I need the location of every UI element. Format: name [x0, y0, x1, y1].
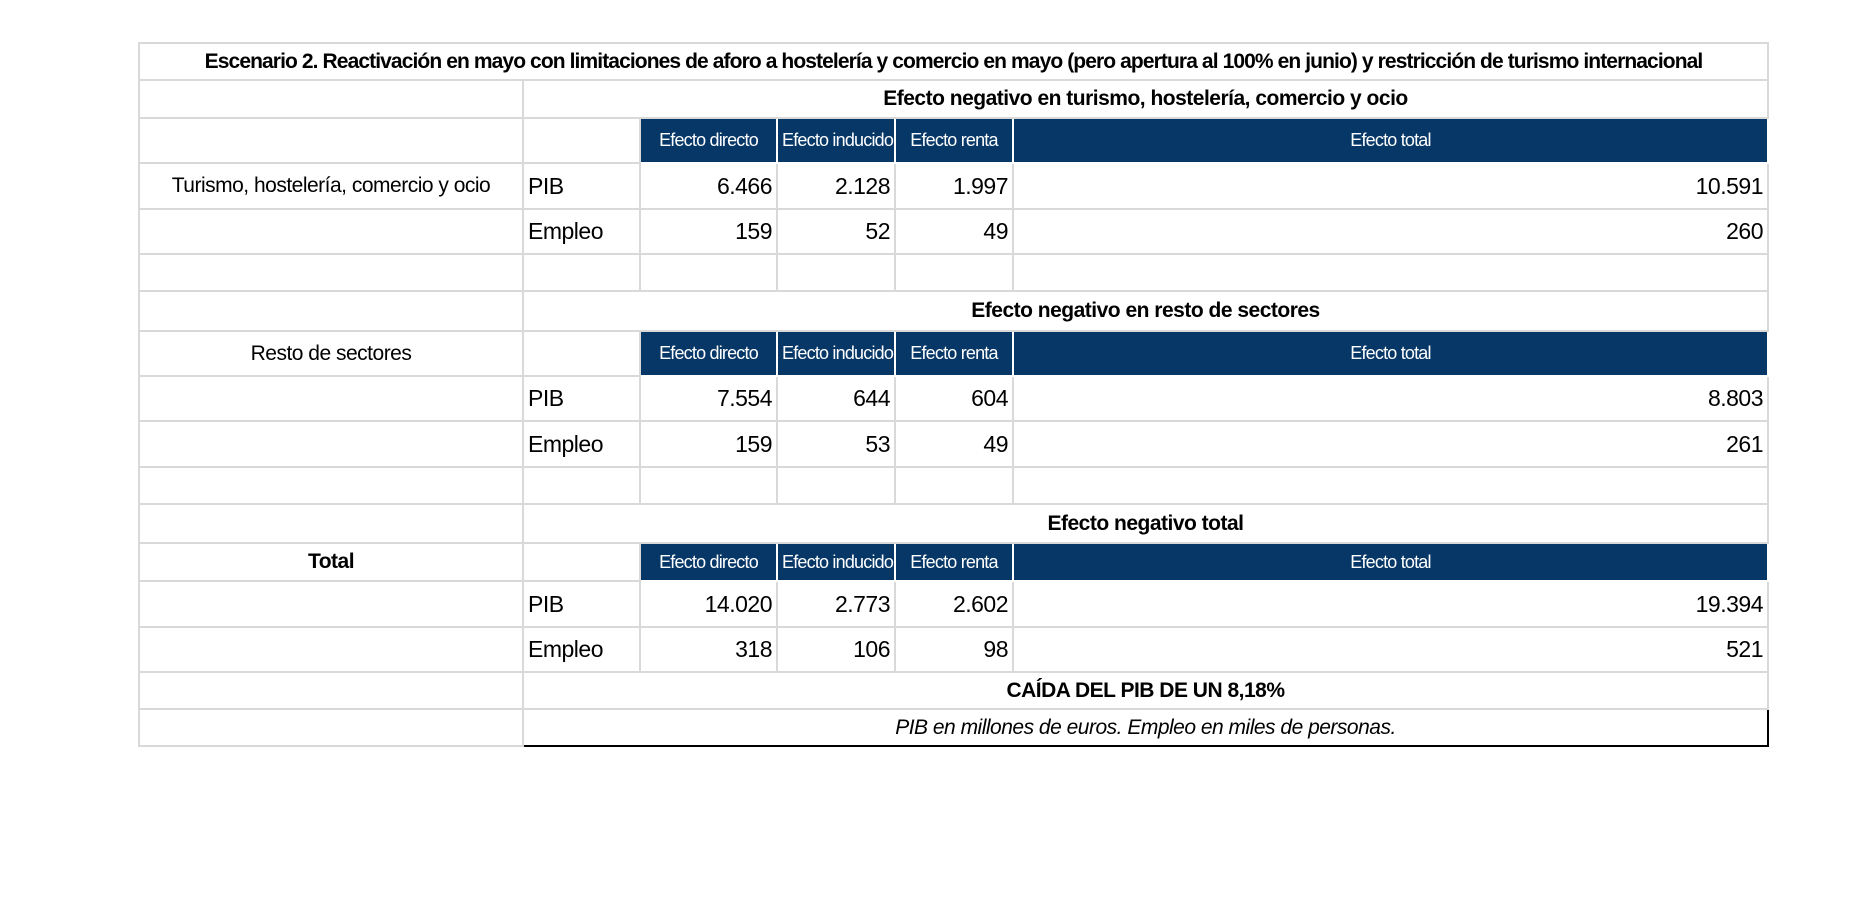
data-row: Turismo, hostelería, comercio y ocio PIB 6…	[138, 162, 1769, 210]
value-cell: 49	[894, 420, 1014, 468]
group-label: Turismo, hostelería, comercio y ocio	[138, 162, 524, 210]
spacer-row	[138, 253, 1769, 292]
value-cell: 318	[639, 626, 778, 673]
column-header: Efecto total	[1012, 542, 1769, 582]
title-row: Escenario 2. Reactivación en mayo con li…	[138, 42, 1769, 81]
row-label: Empleo	[522, 626, 641, 673]
column-header-row: Total Efecto directo Efecto inducido Efecto…	[138, 542, 1769, 582]
value-cell: 6.466	[639, 162, 778, 210]
section-heading: Efecto negativo en resto de sectores	[522, 290, 1769, 332]
value-cell: 14.020	[639, 580, 778, 628]
empty-cell	[894, 466, 1014, 505]
empty-cell	[138, 117, 524, 164]
value-cell: 53	[776, 420, 896, 468]
value-cell: 10.591	[1012, 162, 1769, 210]
row-label: PIB	[522, 580, 641, 628]
section-heading: Efecto negativo en turismo, hostelería, …	[522, 79, 1769, 119]
group-label: Total	[138, 542, 524, 582]
empty-cell	[1012, 466, 1769, 505]
results-table: Escenario 2. Reactivación en mayo con li…	[138, 42, 1769, 747]
value-cell: 604	[894, 375, 1014, 422]
spacer-row	[138, 466, 1769, 505]
empty-cell	[138, 708, 524, 747]
value-cell: 7.554	[639, 375, 778, 422]
column-header: Efecto directo	[639, 330, 778, 377]
empty-cell	[138, 580, 524, 628]
empty-cell	[894, 253, 1014, 292]
column-header: Efecto total	[1012, 117, 1769, 164]
value-cell: 2.128	[776, 162, 896, 210]
data-row: Empleo 159 52 49 260	[138, 208, 1769, 255]
table-body: Escenario 2. Reactivación en mayo con li…	[138, 42, 1769, 747]
value-cell: 2.773	[776, 580, 896, 628]
empty-cell	[138, 671, 524, 710]
value-cell: 261	[1012, 420, 1769, 468]
value-cell: 8.803	[1012, 375, 1769, 422]
empty-cell	[522, 330, 641, 377]
note: PIB en millones de euros. Empleo en mile…	[522, 708, 1769, 747]
empty-cell	[522, 253, 641, 292]
empty-cell	[138, 466, 524, 505]
empty-cell	[776, 466, 896, 505]
data-row: Empleo 159 53 49 261	[138, 420, 1769, 468]
value-cell: 521	[1012, 626, 1769, 673]
row-label: PIB	[522, 162, 641, 210]
empty-cell	[522, 542, 641, 582]
column-header: Efecto renta	[894, 330, 1014, 377]
empty-cell	[639, 253, 778, 292]
conclusion-row: CAÍDA DEL PIB DE UN 8,18%	[138, 671, 1769, 710]
column-header: Efecto renta	[894, 117, 1014, 164]
column-header: Efecto inducido	[776, 117, 896, 164]
note-row: PIB en millones de euros. Empleo en mile…	[138, 708, 1769, 747]
value-cell: 52	[776, 208, 896, 255]
empty-cell	[522, 466, 641, 505]
column-header: Efecto total	[1012, 330, 1769, 377]
value-cell: 1.997	[894, 162, 1014, 210]
value-cell: 98	[894, 626, 1014, 673]
column-header: Efecto directo	[639, 542, 778, 582]
value-cell: 644	[776, 375, 896, 422]
empty-cell	[138, 503, 524, 544]
row-label: Empleo	[522, 420, 641, 468]
column-header: Efecto renta	[894, 542, 1014, 582]
table-title: Escenario 2. Reactivación en mayo con li…	[138, 42, 1769, 81]
empty-cell	[138, 208, 524, 255]
value-cell: 159	[639, 420, 778, 468]
column-header: Efecto inducido	[776, 542, 896, 582]
column-header-row: Efecto directo Efecto inducido Efecto rent…	[138, 117, 1769, 164]
section-heading: Efecto negativo total	[522, 503, 1769, 544]
data-row: PIB 7.554 644 604 8.803	[138, 375, 1769, 422]
column-header: Efecto directo	[639, 117, 778, 164]
value-cell: 159	[639, 208, 778, 255]
section-heading-row: Efecto negativo en turismo, hostelería, …	[138, 79, 1769, 119]
empty-cell	[138, 253, 524, 292]
column-header-row: Resto de sectores Efecto directo Efecto in…	[138, 330, 1769, 377]
empty-cell	[138, 79, 524, 119]
section-heading-row: Efecto negativo en resto de sectores	[138, 290, 1769, 332]
row-label: PIB	[522, 375, 641, 422]
column-header: Efecto inducido	[776, 330, 896, 377]
empty-cell	[776, 253, 896, 292]
empty-cell	[138, 290, 524, 332]
section-heading-row: Efecto negativo total	[138, 503, 1769, 544]
value-cell: 2.602	[894, 580, 1014, 628]
data-row: Empleo 318 106 98 521	[138, 626, 1769, 673]
value-cell: 106	[776, 626, 896, 673]
empty-cell	[639, 466, 778, 505]
empty-cell	[138, 375, 524, 422]
value-cell: 19.394	[1012, 580, 1769, 628]
value-cell: 49	[894, 208, 1014, 255]
conclusion: CAÍDA DEL PIB DE UN 8,18%	[522, 671, 1769, 710]
empty-cell	[138, 420, 524, 468]
empty-cell	[522, 117, 641, 164]
empty-cell	[1012, 253, 1769, 292]
empty-cell	[138, 626, 524, 673]
row-label: Empleo	[522, 208, 641, 255]
group-label: Resto de sectores	[138, 330, 524, 377]
value-cell: 260	[1012, 208, 1769, 255]
data-row: PIB 14.020 2.773 2.602 19.394	[138, 580, 1769, 628]
